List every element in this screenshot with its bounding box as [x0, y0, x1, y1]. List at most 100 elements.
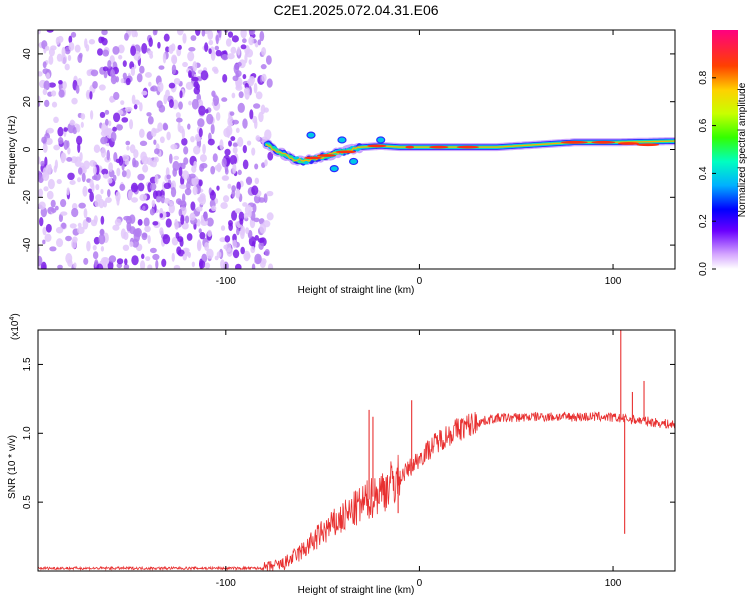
noise-speckle	[248, 36, 254, 46]
noise-speckle	[254, 253, 262, 265]
noise-speckle	[228, 140, 232, 147]
noise-speckle	[150, 86, 155, 92]
noise-speckle	[215, 49, 222, 57]
noise-speckle	[230, 136, 236, 142]
noise-speckle	[65, 235, 72, 242]
noise-speckle	[160, 194, 166, 204]
snr-multiplier-exp: 4	[9, 317, 16, 321]
noise-speckle	[118, 155, 124, 166]
noise-speckle	[165, 46, 170, 53]
noise-speckle	[220, 202, 228, 210]
noise-speckle	[178, 101, 183, 110]
noise-speckle	[206, 248, 214, 259]
noise-speckle	[189, 173, 196, 179]
noise-speckle	[258, 241, 264, 250]
noise-speckle	[41, 136, 47, 144]
noise-speckle	[204, 42, 209, 53]
noise-speckle	[232, 249, 240, 259]
snr-xtick-label: 0	[417, 578, 423, 589]
noise-speckle	[188, 47, 196, 52]
noise-speckle	[136, 73, 143, 83]
noise-speckle	[169, 99, 174, 109]
noise-speckle	[103, 173, 107, 179]
noise-speckle	[182, 253, 188, 261]
noise-speckle	[248, 59, 252, 65]
noise-speckle	[242, 38, 247, 44]
noise-speckle	[162, 234, 171, 245]
noise-speckle	[164, 197, 171, 204]
noise-speckle	[145, 256, 151, 262]
noise-speckle	[153, 139, 157, 145]
signal-peak	[591, 140, 616, 144]
noise-speckle	[242, 159, 249, 170]
noise-speckle	[202, 143, 206, 155]
noise-speckle	[106, 149, 111, 161]
noise-speckle	[237, 169, 242, 176]
noise-speckle	[251, 263, 256, 269]
spectrogram-xtick-label: 100	[605, 276, 622, 287]
noise-speckle	[58, 89, 65, 98]
snr-ylabel: SNR (10 * v/v)	[7, 435, 18, 499]
noise-speckle	[67, 172, 75, 181]
noise-speckle	[253, 217, 260, 223]
noise-speckle	[114, 218, 122, 227]
noise-speckle	[235, 188, 241, 199]
noise-speckle	[237, 102, 245, 113]
colorbar-label: Normalized spectral amplitude	[737, 82, 748, 217]
noise-speckle	[116, 196, 120, 206]
noise-speckle	[154, 148, 160, 155]
noise-speckle	[38, 156, 41, 165]
noise-speckle	[133, 104, 138, 110]
noise-speckle	[134, 31, 138, 38]
noise-speckle	[193, 81, 199, 88]
noise-speckle	[57, 264, 63, 269]
noise-speckle	[199, 258, 204, 269]
noise-speckle	[223, 244, 228, 250]
snr-panel: -100 0 100 0.5 1.0 1.5 Height of straight lin…	[7, 313, 676, 596]
noise-speckle	[175, 198, 182, 205]
noise-speckle	[45, 164, 51, 175]
noise-region	[38, 30, 274, 269]
noise-speckle	[108, 120, 112, 127]
noise-speckle	[192, 185, 198, 196]
signal-peak	[636, 143, 660, 147]
noise-speckle	[63, 127, 68, 132]
spectrogram-panel: -100 0 100 -40 -20 0 20 40 Height of straight l…	[7, 29, 676, 296]
colorbar-tick-label: 0.8	[698, 70, 709, 84]
noise-speckle	[121, 117, 129, 123]
noise-speckle	[216, 185, 220, 191]
noise-speckle	[38, 245, 41, 255]
noise-speckle	[133, 149, 139, 159]
noise-speckle	[181, 222, 189, 230]
noise-speckle	[240, 44, 247, 50]
noise-speckle	[218, 30, 222, 38]
noise-speckle	[159, 227, 164, 236]
noise-speckle	[248, 30, 256, 36]
noise-speckle	[55, 36, 60, 46]
noise-speckle	[149, 247, 157, 254]
noise-speckle	[240, 225, 246, 236]
noise-speckle	[155, 259, 159, 269]
noise-speckle	[121, 170, 127, 178]
noise-speckle	[139, 260, 146, 269]
noise-speckle	[163, 123, 169, 131]
snr-ytick-label: 1.5	[22, 357, 33, 371]
noise-speckle	[119, 183, 126, 191]
noise-speckle	[120, 100, 125, 106]
spectrogram-axes: -100 0 100 -40 -20 0 20 40	[22, 30, 675, 287]
noise-speckle	[123, 264, 130, 269]
noise-speckle	[191, 76, 199, 82]
noise-speckle	[62, 81, 67, 90]
noise-speckle	[140, 151, 148, 162]
noise-speckle	[201, 30, 206, 37]
noise-speckle	[198, 127, 203, 138]
noise-speckle	[101, 257, 109, 264]
noise-speckle	[56, 53, 63, 62]
noise-speckle	[219, 139, 224, 151]
noise-speckle	[94, 199, 101, 207]
noise-speckle	[46, 30, 54, 33]
noise-speckle	[240, 30, 247, 39]
noise-speckle	[244, 253, 251, 260]
snr-ytick-label: 0.5	[22, 495, 33, 509]
noise-speckle	[231, 92, 236, 99]
